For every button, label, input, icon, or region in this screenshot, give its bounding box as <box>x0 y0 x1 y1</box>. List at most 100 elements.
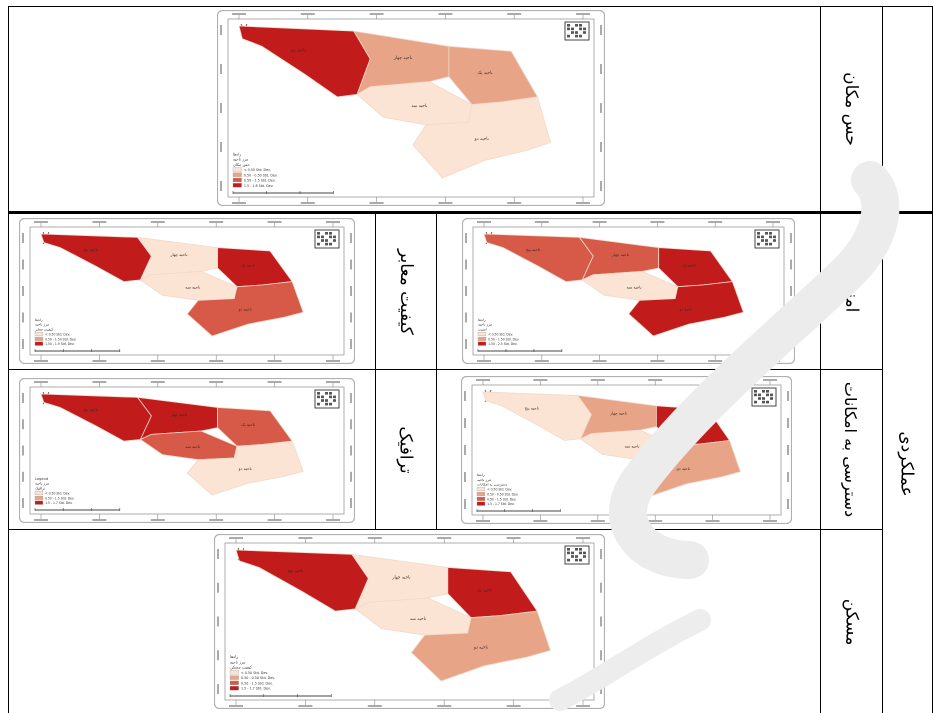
scale-bar <box>477 349 563 352</box>
graticule-label <box>22 498 24 508</box>
legend-swatch <box>232 167 242 172</box>
scale-bar <box>232 191 334 194</box>
graticule-label <box>534 360 549 362</box>
graticule-label <box>708 360 723 362</box>
graticule-label <box>787 472 789 482</box>
legend-swatch <box>229 670 239 675</box>
inner-divider-b <box>436 214 437 529</box>
legend-title: راه‌ها <box>478 318 486 322</box>
legend-subtitle: مرز ناحیه <box>35 482 49 486</box>
graticule-label <box>217 582 219 593</box>
graticule-label <box>217 616 219 627</box>
graticule-label <box>220 181 222 191</box>
graticule-label <box>576 13 590 15</box>
label-traffic-text: ترافیک <box>395 425 416 474</box>
map-inner-frame <box>227 18 595 198</box>
graticule-label <box>787 445 789 455</box>
label-sense-of-place-text: حس مکان <box>841 71 861 146</box>
legend-item: 0.50 - 0.50 Std. Dev. <box>244 173 278 177</box>
graticule-label <box>326 221 340 223</box>
graticule-label <box>600 64 602 74</box>
map-inner-frame <box>29 226 345 356</box>
legend-item: 0.50 - 0.50 Std. Dev. <box>487 492 518 496</box>
graticule-label <box>326 519 340 521</box>
legend-item: < 0.50 Std. Dev. <box>241 671 268 675</box>
district-two <box>410 610 551 682</box>
legend-title: Legend <box>35 477 48 481</box>
label-path-quality: کیفیت معابر <box>375 214 436 369</box>
legend-item: < 0.50 Std. Dev. <box>45 491 70 495</box>
district-label-three: ناحیه سه <box>411 104 427 109</box>
legend-item: 0.50 - 1.5 Std. Dev. <box>244 179 276 183</box>
graticule-label <box>592 221 607 223</box>
legend-field: دسترسی به امکانات <box>477 483 508 487</box>
scale-bar <box>34 349 121 352</box>
district-label-three: ناحیه سه <box>185 444 200 449</box>
graticule-label <box>267 519 282 521</box>
label-housing-text: مسکن <box>840 598 861 645</box>
graticule-label <box>34 381 48 383</box>
graticule-label <box>267 221 282 223</box>
graticule-label <box>464 445 466 455</box>
legend-item: 0.50 - 1.5 Std. Dev. <box>45 496 74 500</box>
legend-swatch <box>34 336 44 341</box>
scale-bar <box>476 509 561 512</box>
legend-item: 0.50 - 1.50 Std. Dev. <box>45 337 76 341</box>
label-performance: عملکردی <box>882 214 932 713</box>
legend-swatch <box>477 336 487 341</box>
graticule-label <box>600 549 602 559</box>
label-path-quality-text: کیفیت معابر <box>395 248 416 335</box>
graticule-label <box>600 582 602 593</box>
graticule-label <box>600 684 602 694</box>
graticule-label <box>350 393 352 403</box>
legend-title: راه‌ها <box>233 151 241 156</box>
graticule-label <box>600 616 602 627</box>
legend-swatch <box>232 183 242 188</box>
district-label-four: ناحیه چهار <box>393 56 412 61</box>
districts-layer: ناحیه پنج ناحیه چهار ناحیه یک ناحیه سه ناحیه… <box>40 233 304 337</box>
graticule-label <box>350 471 352 482</box>
legend-swatch <box>34 341 44 346</box>
graticule-label <box>506 537 521 539</box>
legend-title: راه‌ها <box>477 473 485 477</box>
graticule-label <box>790 286 792 296</box>
graticule-label <box>576 537 590 539</box>
graticule-label <box>22 393 24 403</box>
legend-item: 1.50 - 2.5 Std. Dev. <box>488 342 517 346</box>
graticule-label <box>22 445 24 456</box>
district-label-three: ناحیه سه <box>627 284 642 289</box>
graticule-label <box>229 705 243 707</box>
graticule-label <box>367 537 382 539</box>
logo-stamp-icon <box>564 21 590 41</box>
graticule-label <box>350 286 352 296</box>
graticule-label <box>464 472 466 482</box>
graticule-label <box>763 379 777 381</box>
legend-swatch <box>232 177 242 183</box>
graticule-label <box>534 221 549 223</box>
graticule-label <box>22 312 24 323</box>
graticule-label <box>464 391 466 401</box>
legend-field: حس مکان <box>233 162 250 167</box>
legend-subtitle: مرز ناحیه <box>233 157 248 162</box>
graticule-label <box>766 221 780 223</box>
graticule-label <box>705 379 720 381</box>
districts-layer: ناحیه پنج ناحیه چهار ناحیه یک ناحیه سه ناحیه… <box>235 549 551 682</box>
graticule-label <box>648 520 663 522</box>
logo-stamp-icon <box>314 229 340 249</box>
graticule-label <box>438 202 453 204</box>
graticule-label <box>507 13 522 15</box>
graticule-label <box>220 142 222 152</box>
graticule-label <box>476 379 490 381</box>
graticule-label <box>367 705 382 707</box>
legend-item: 1.50 - 1.9 Std. Dev. <box>45 342 74 346</box>
legend-subtitle: مرز ناحیه <box>478 323 492 327</box>
inner-divider-a <box>375 214 376 529</box>
legend-item: < 0.50 Std. Dev. <box>488 332 513 336</box>
label-access-text: دسترسی به امکانات <box>841 381 861 518</box>
graticule-label <box>477 360 491 362</box>
district-label-two: ناحیه دو <box>473 645 488 650</box>
